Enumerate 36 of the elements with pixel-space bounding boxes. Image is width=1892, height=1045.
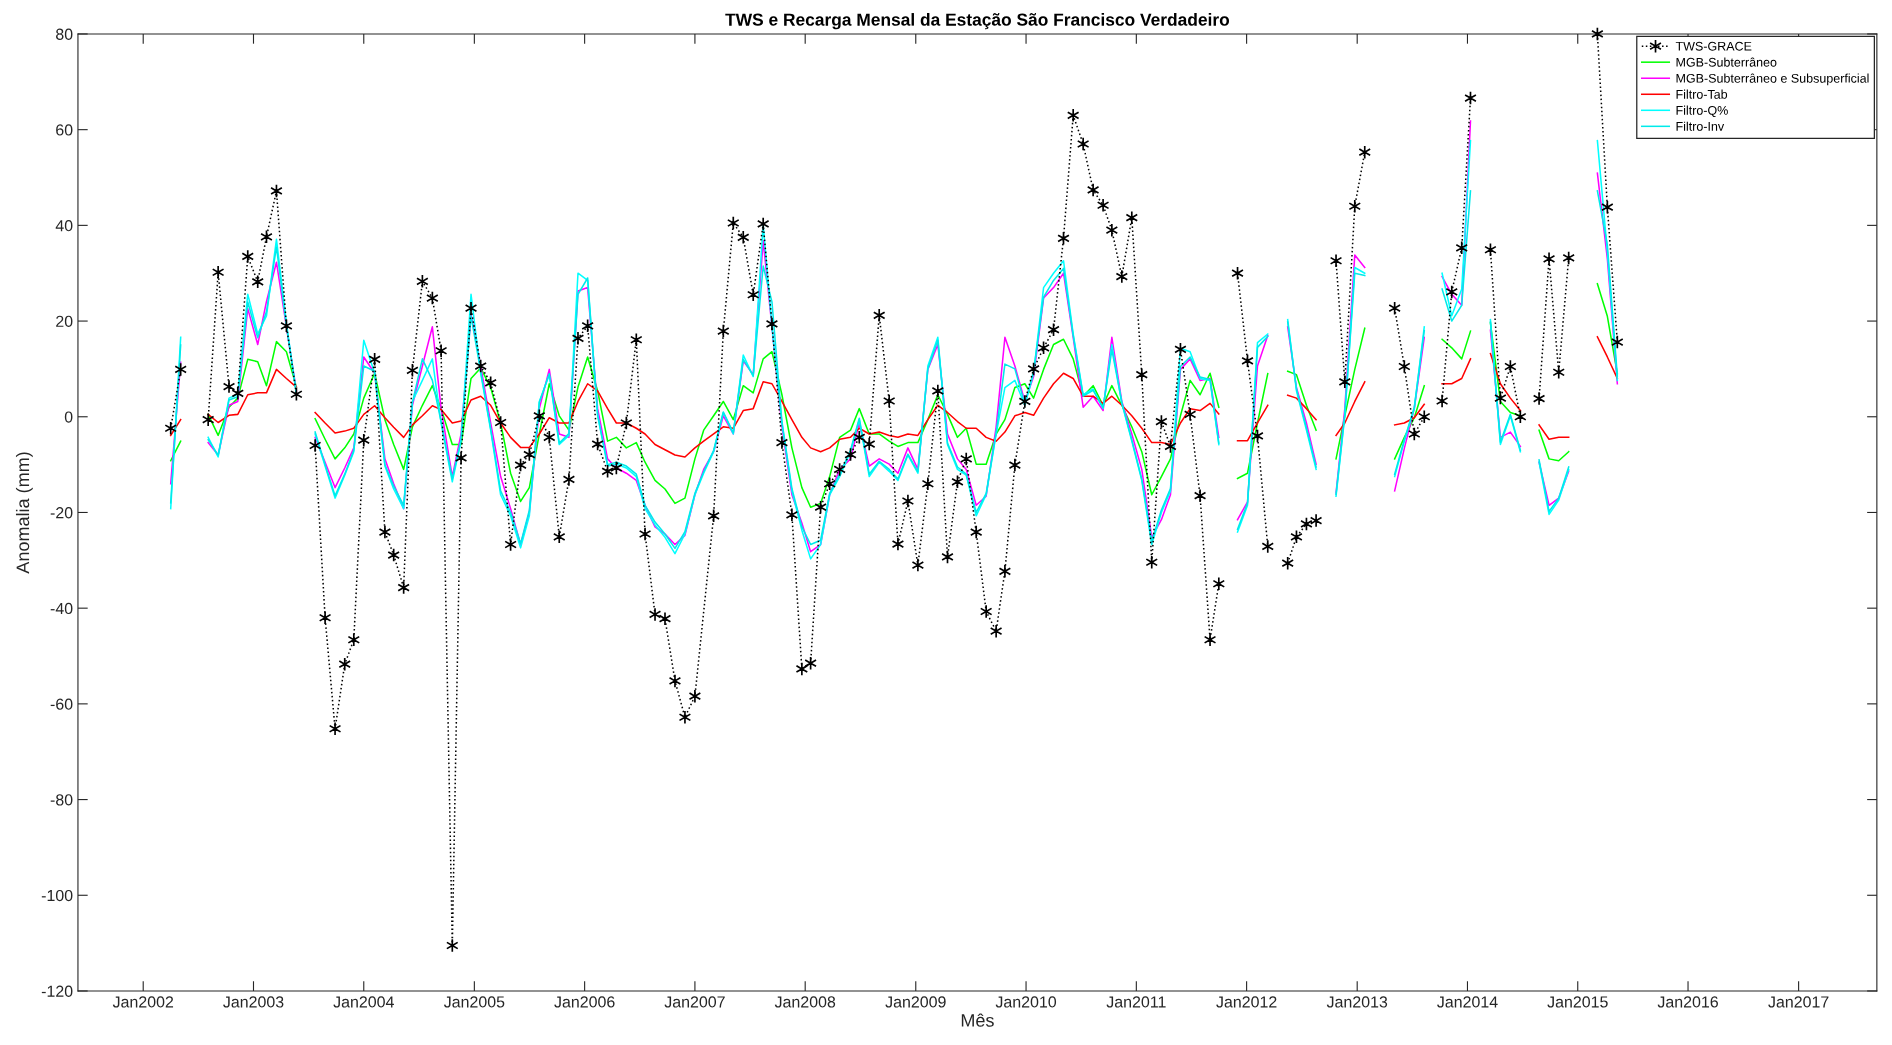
- y-tick-label: -20: [50, 507, 73, 519]
- x-tick-label: Jan2015: [1547, 996, 1608, 1008]
- chart-title: TWS e Recarga Mensal da Estação São Francisco Verdadeiro: [725, 13, 1230, 30]
- y-tick-label: 40: [55, 220, 73, 232]
- legend-label: MGB-Subterrâneo: [1676, 57, 1777, 67]
- legend-label: Filtro-Q%: [1676, 105, 1728, 118]
- x-tick-label: Jan2016: [1657, 996, 1718, 1008]
- x-tick-label: Jan2013: [1326, 996, 1388, 1008]
- x-tick-label: Jan2012: [1216, 996, 1277, 1008]
- x-tick-label: Jan2003: [223, 996, 284, 1008]
- legend-label: MGB-Subterrâneo e Subsuperficial: [1676, 73, 1869, 86]
- y-tick-label: -40: [50, 602, 73, 615]
- y-tick-label: -60: [50, 698, 73, 710]
- x-tick-label: Jan2011: [1106, 996, 1166, 1008]
- legend-label: Filtro-Tab: [1676, 89, 1728, 99]
- y-tick-label: 60: [56, 124, 73, 136]
- x-tick-label: Jan2002: [112, 996, 174, 1008]
- y-tick-label: 0: [64, 411, 73, 423]
- x-tick-label: Jan2010: [995, 996, 1057, 1008]
- y-tick-label: 80: [56, 28, 73, 40]
- x-tick-label: Jan2014: [1437, 996, 1498, 1008]
- legend-label: Filtro-Inv: [1676, 121, 1725, 131]
- legend-label: TWS-GRACE: [1675, 41, 1752, 51]
- x-tick-label: Jan2004: [333, 996, 394, 1008]
- x-axis-title: Mês: [961, 1013, 994, 1027]
- x-tick-label: Jan2007: [664, 996, 725, 1008]
- y-axis-title: Anomalia (mm): [15, 452, 33, 574]
- x-tick-label: Jan2006: [554, 996, 615, 1008]
- x-tick-label: Jan2009: [885, 996, 946, 1008]
- y-tick-label: -100: [41, 889, 73, 902]
- x-tick-label: Jan2017: [1768, 996, 1829, 1008]
- y-tick-label: 20: [56, 315, 73, 328]
- x-tick-label: Jan2008: [774, 996, 836, 1008]
- x-tick-label: Jan2005: [443, 996, 505, 1008]
- y-tick-label: -80: [50, 794, 73, 806]
- y-tick-label: -120: [41, 985, 73, 997]
